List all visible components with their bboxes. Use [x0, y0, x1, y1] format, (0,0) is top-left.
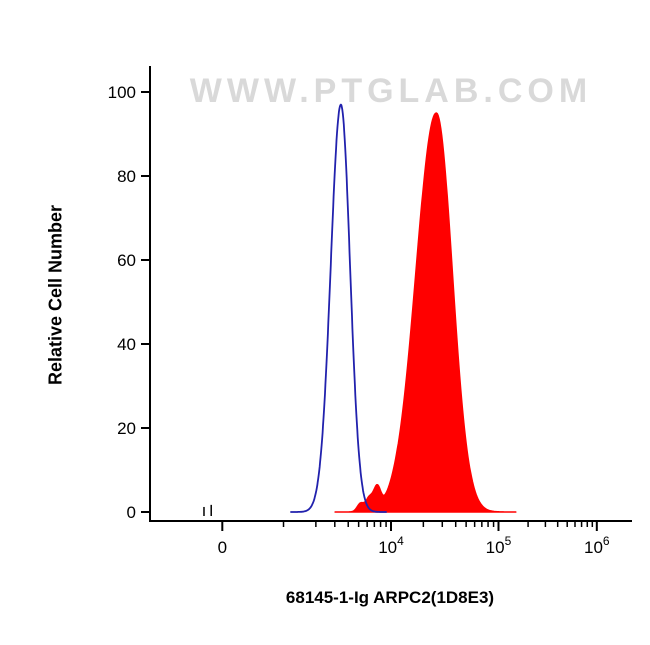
- y-tick-label: 20: [117, 419, 136, 438]
- x-tick-label: 105: [486, 534, 512, 557]
- x-tick-label: 0: [218, 538, 227, 557]
- figure-caption: 68145-1-Ig ARPC2(1D8E3): [285, 588, 495, 607]
- x-tick-label: 104: [378, 534, 404, 557]
- y-tick-label: 100: [108, 83, 136, 102]
- histogram-antibody-red: [334, 112, 517, 513]
- y-tick-label: 80: [117, 167, 136, 186]
- y-tick-label: 0: [127, 503, 136, 522]
- y-tick-label: 40: [117, 335, 136, 354]
- x-tick-label: 106: [584, 534, 610, 557]
- histogram-control-blue: [289, 103, 388, 513]
- watermark: WWW.PTGLAB.COM: [189, 72, 593, 110]
- y-tick-label: 60: [117, 251, 136, 270]
